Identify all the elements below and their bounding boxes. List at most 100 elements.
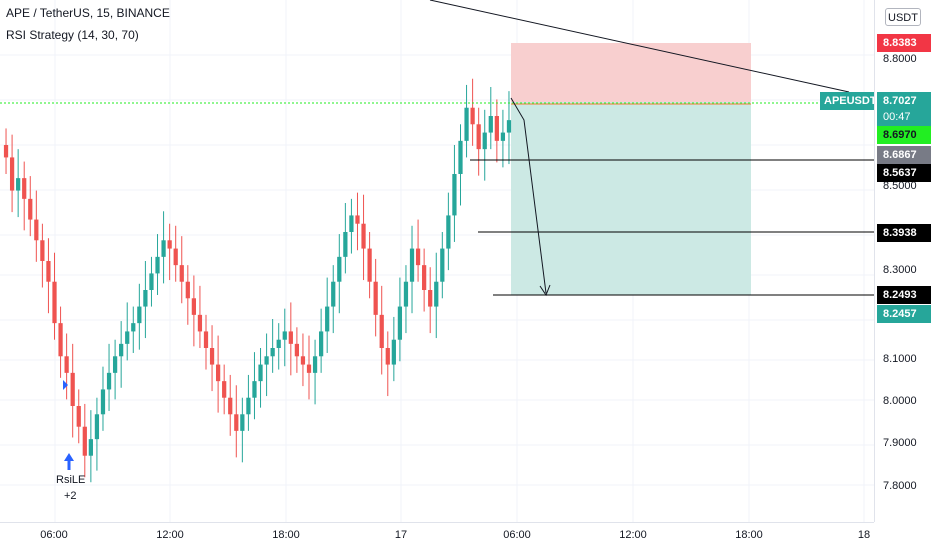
- candle-body: [331, 281, 336, 307]
- candle-body: [40, 240, 45, 261]
- time-tick: 06:00: [503, 529, 531, 541]
- candle-body: [106, 372, 112, 390]
- candle-body: [191, 298, 196, 315]
- time-tick: 18:00: [735, 529, 763, 541]
- candle-body: [167, 240, 172, 249]
- symbol-badge: APEUSDT: [820, 92, 881, 110]
- candle-body: [222, 381, 227, 398]
- candle-body: [361, 223, 366, 249]
- candle-body: [252, 381, 257, 398]
- candle-body: [112, 356, 118, 373]
- candle-body: [143, 290, 148, 307]
- candle-body: [337, 256, 342, 282]
- price-tick: 7.9000: [883, 437, 917, 449]
- candle-body: [288, 331, 293, 344]
- candle-body: [264, 356, 269, 365]
- candle-body: [367, 248, 372, 282]
- projection-arrow: [510, 97, 547, 294]
- candle-body: [228, 397, 233, 415]
- last-price-label: 8.7027: [877, 92, 931, 110]
- target-zone: [511, 102, 751, 295]
- candle-body: [482, 132, 487, 150]
- candle-body: [403, 281, 409, 307]
- candle-body: [294, 343, 300, 357]
- candle-body: [240, 414, 245, 431]
- candle-body: [270, 348, 275, 357]
- candle-body: [415, 248, 421, 266]
- chart-area[interactable]: APE / TetherUS, 15, BINANCE RSI Strategy…: [0, 0, 881, 522]
- candle-body: [470, 107, 475, 125]
- candle-body: [385, 348, 390, 365]
- candle-body: [46, 261, 51, 282]
- candle-body: [137, 306, 142, 324]
- candle-body: [149, 273, 154, 290]
- candle-body: [155, 256, 160, 274]
- time-tick: 17: [394, 529, 408, 541]
- horizontal-line-label-2: 8.3938: [877, 224, 931, 242]
- candle-body: [131, 323, 136, 332]
- candle-body: [409, 248, 415, 282]
- candle-body: [488, 116, 493, 133]
- candle-body: [76, 406, 81, 427]
- candle-body: [246, 397, 251, 415]
- strategy-title: RSI Strategy (14, 30, 70): [6, 28, 139, 42]
- candle-body: [476, 124, 481, 150]
- candle-body: [494, 116, 499, 141]
- candle-body: [234, 414, 239, 431]
- green-price-label: 8.6970: [877, 126, 931, 144]
- candle-body: [300, 356, 306, 365]
- candle-body: [325, 306, 330, 332]
- time-scale[interactable]: 06:00 12:00 18:00 17 06:00 12:00 18:00 1…: [0, 522, 874, 551]
- time-tick: 12:00: [619, 529, 647, 541]
- candle-body: [209, 348, 215, 365]
- candle-body: [312, 356, 318, 373]
- candle-body: [282, 331, 287, 340]
- horizontal-line-label-1: 8.5637: [877, 164, 931, 182]
- candle-body: [500, 132, 506, 141]
- currency-selector[interactable]: USDT: [885, 8, 921, 26]
- arrow-head-icon: [539, 284, 551, 297]
- candle-body: [185, 281, 190, 299]
- price-tick: 8.1000: [883, 353, 917, 365]
- candle-body: [34, 219, 39, 241]
- buy-signal-arrow-icon: [64, 453, 74, 470]
- candle-body: [349, 215, 354, 232]
- time-tick: 18: [857, 529, 871, 541]
- candle-body: [173, 248, 178, 266]
- price-tick: 8.8000: [883, 53, 917, 65]
- time-tick: 06:00: [40, 529, 68, 541]
- price-scale[interactable]: 8.8000 8.5000 8.3000 8.1000 8.0000 7.900…: [874, 0, 932, 522]
- entry-marker-icon: [63, 380, 68, 390]
- candle-body: [58, 323, 63, 357]
- candle-body: [3, 145, 9, 158]
- signal-label: RsiLE: [56, 474, 86, 486]
- candle-body: [446, 215, 451, 249]
- candle-body: [422, 265, 427, 290]
- gray-price-label: 8.6867: [877, 146, 931, 164]
- signal-count: +2: [64, 490, 77, 502]
- price-tick: 8.0000: [883, 395, 917, 407]
- time-tick: 12:00: [156, 529, 184, 541]
- candle-body: [379, 314, 384, 348]
- candle-body: [215, 364, 221, 382]
- candle-body: [506, 120, 512, 133]
- candle-body: [119, 343, 124, 357]
- candle-body: [70, 372, 75, 406]
- candle-body: [82, 426, 87, 456]
- candle-body: [343, 232, 348, 257]
- candle-body: [22, 178, 27, 199]
- candle-body: [125, 331, 130, 344]
- candle-body: [197, 314, 203, 332]
- candle-body: [428, 290, 433, 307]
- candle-body: [434, 281, 439, 307]
- candle-body: [88, 439, 93, 456]
- horizontal-line-label-3: 8.2493: [877, 286, 931, 304]
- candle-body: [52, 281, 57, 324]
- price-chart[interactable]: [0, 0, 874, 522]
- price-tick: 8.3000: [883, 264, 917, 276]
- stop-zone: [511, 43, 751, 102]
- candle-body: [458, 140, 463, 174]
- candle-body: [9, 157, 15, 191]
- candle-body: [440, 248, 445, 282]
- price-tick: 7.8000: [883, 480, 917, 492]
